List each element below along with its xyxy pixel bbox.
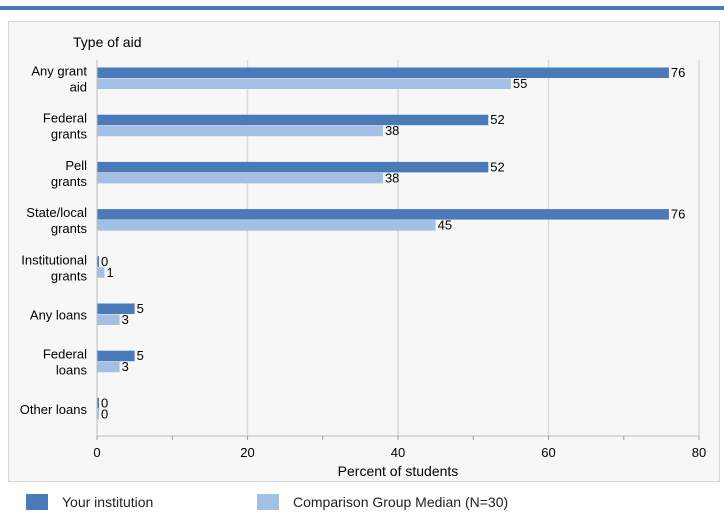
legend-swatch-secondary bbox=[257, 494, 279, 510]
data-label-1-1: 38 bbox=[385, 123, 399, 138]
category-label-5: Any loans bbox=[30, 308, 88, 323]
bar-5-0 bbox=[97, 303, 135, 314]
data-label-0-1: 55 bbox=[513, 76, 527, 91]
x-axis-title: Percent of students bbox=[338, 463, 459, 479]
bar-1-0 bbox=[97, 114, 489, 126]
category-label-7: Other loans bbox=[20, 402, 88, 417]
legend-label-primary: Your institution bbox=[62, 494, 154, 510]
bar-3-1 bbox=[97, 220, 436, 231]
data-label-5-0: 5 bbox=[137, 301, 144, 316]
bar-5-1 bbox=[97, 314, 120, 325]
data-label-7-0: 0 bbox=[101, 395, 108, 410]
legend-item-secondary: Comparison Group Median (N=30) bbox=[257, 494, 508, 510]
data-label-3-0: 76 bbox=[671, 207, 685, 222]
x-tick-label-3: 60 bbox=[541, 445, 555, 460]
bar-7-0 bbox=[97, 397, 99, 409]
x-tick-label-1: 20 bbox=[240, 445, 254, 460]
bar-6-1 bbox=[97, 361, 120, 373]
x-axis: 0 20 40 60 80 bbox=[93, 60, 706, 460]
bar-0-1 bbox=[97, 78, 511, 89]
legend-label-secondary: Comparison Group Median (N=30) bbox=[293, 494, 509, 510]
bar-4-1 bbox=[97, 267, 105, 278]
data-label-5-1: 3 bbox=[122, 312, 129, 327]
category-label-0: Any grant aid bbox=[31, 64, 87, 95]
chart-panel bbox=[8, 21, 720, 482]
data-label-3-1: 45 bbox=[438, 218, 452, 233]
legend-item-primary: Your institution bbox=[26, 494, 153, 510]
y-axis-title: Type of aid bbox=[73, 34, 142, 50]
category-label-4: Institutional grants bbox=[21, 252, 87, 283]
data-label-4-0: 0 bbox=[101, 254, 108, 269]
category-label-6: Federal loans bbox=[43, 347, 88, 378]
bar-1-1 bbox=[97, 125, 383, 137]
data-label-2-0: 52 bbox=[490, 159, 504, 174]
data-label-1-0: 52 bbox=[490, 112, 504, 127]
bar-2-1 bbox=[97, 172, 383, 184]
data-label-4-1: 1 bbox=[107, 265, 114, 280]
legend: Your institution Comparison Group Median… bbox=[0, 494, 724, 516]
bar-2-0 bbox=[97, 161, 489, 173]
category-labels: Any grant aid Federal grants Pell grants State… bbox=[20, 64, 88, 417]
bar-6-0 bbox=[97, 350, 135, 362]
bar-3-0 bbox=[97, 209, 669, 220]
bars bbox=[97, 67, 669, 420]
data-label-7-1: 0 bbox=[101, 406, 108, 421]
bar-7-1 bbox=[97, 408, 99, 420]
category-label-2: Pell grants bbox=[51, 158, 88, 189]
top-rule bbox=[0, 6, 724, 10]
data-label-6-0: 5 bbox=[137, 348, 144, 363]
x-tick-label-0: 0 bbox=[93, 445, 100, 460]
category-label-1: Federal grants bbox=[43, 111, 88, 142]
data-label-0-0: 76 bbox=[671, 65, 685, 80]
bar-0-0 bbox=[97, 67, 669, 78]
bar-4-0 bbox=[97, 256, 99, 267]
data-label-6-1: 3 bbox=[122, 359, 129, 374]
legend-swatch-primary bbox=[26, 494, 48, 510]
data-label-2-1: 38 bbox=[385, 170, 399, 185]
x-tick-label-4: 80 bbox=[692, 445, 706, 460]
category-label-3: State/local grants bbox=[26, 205, 87, 236]
x-tick-label-2: 40 bbox=[391, 445, 405, 460]
